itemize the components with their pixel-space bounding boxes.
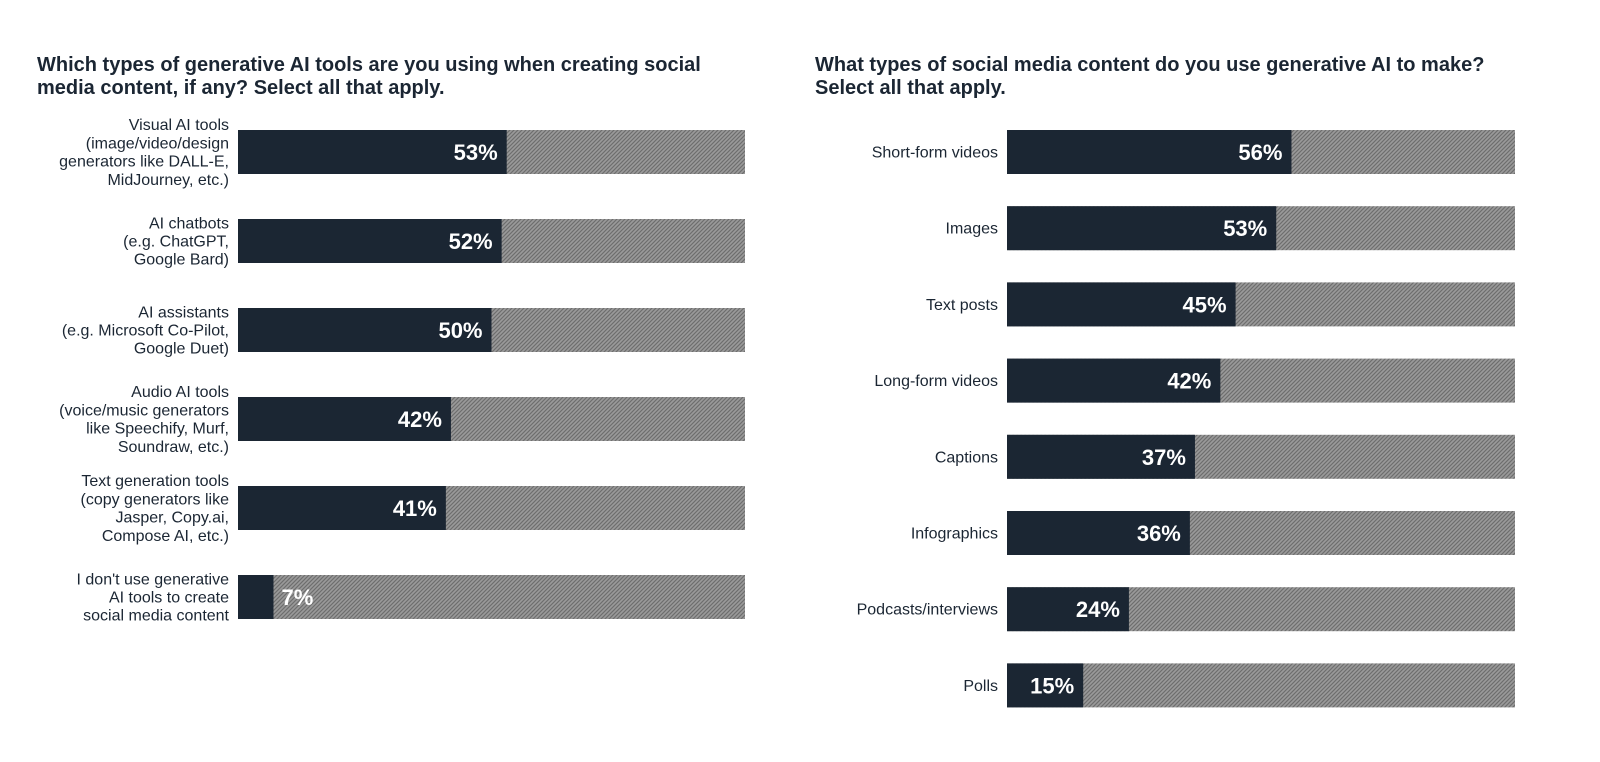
bar (1007, 663, 1084, 708)
bar (238, 308, 492, 352)
category-label-line: (image/video/design (86, 135, 229, 152)
category-label-line: AI assistants (138, 304, 229, 321)
value-label: 56% (1238, 140, 1282, 165)
category-label: Captions (935, 449, 998, 466)
bar-row: 37% Captions (935, 434, 1515, 479)
category-label-line: I don't use generative (77, 571, 230, 588)
category-label-line: Google Bard) (134, 252, 229, 269)
bar-row: 41% Text generation tools (copy generators… (80, 473, 745, 545)
category-label: Text generation tools (copy generators li… (80, 473, 229, 545)
category-label: Polls (963, 678, 998, 695)
bar-row: 53% Visual AI tools (image/video/design gen… (59, 117, 745, 189)
bar (238, 397, 451, 441)
category-label-line: Soundraw, etc.) (118, 439, 229, 456)
category-label-line: AI chatbots (149, 215, 229, 232)
value-label: 24% (1076, 597, 1120, 622)
category-label: Images (946, 221, 998, 238)
value-label: 7% (281, 585, 313, 610)
category-label-line: (e.g. ChatGPT, (123, 234, 229, 251)
value-label: 36% (1137, 521, 1181, 546)
bar-row: 36% Infographics (911, 511, 1515, 555)
category-label: Audio AI tools (voice/music generators lik… (59, 384, 229, 456)
bar-chart-content-types: 56% Short-form videos 53% Images 45% Text pos… (857, 130, 1515, 708)
bar-row: 15% Polls (963, 663, 1515, 708)
category-label-line: Long-form videos (874, 373, 998, 390)
chart-title: What types of social media content do yo… (815, 54, 1485, 99)
bar-row: 45% Text posts (926, 282, 1515, 327)
value-label: 45% (1183, 292, 1227, 317)
bar (238, 219, 502, 263)
category-label: Visual AI tools (image/video/design genera… (59, 117, 229, 189)
category-label-line: (copy generators like (80, 491, 229, 508)
bar-row: 52% AI chatbots (e.g. ChatGPT, Google Bard) (123, 215, 745, 269)
category-label-line: Polls (963, 678, 998, 695)
bar-row: 50% AI assistants (e.g. Microsoft Co-Pilot… (62, 304, 745, 358)
bar (1007, 206, 1277, 251)
bar-row: 24% Podcasts/interviews (857, 587, 1515, 632)
category-label: Infographics (911, 526, 998, 543)
bar (1007, 130, 1292, 174)
value-label: 53% (1223, 216, 1267, 241)
bar (1007, 587, 1129, 632)
category-label-line: Captions (935, 449, 998, 466)
chart-panel-content-types: What types of social media content do yo… (800, 0, 1600, 762)
chart-panel-ai-tools: Which types of generative AI tools are y… (37, 54, 745, 625)
category-label-line: Short-form videos (872, 145, 998, 162)
value-label: 37% (1142, 445, 1186, 470)
category-label-line: social media content (83, 608, 229, 625)
bar-row: 56% Short-form videos (872, 130, 1515, 174)
category-label-line: generators like DALL-E, (59, 154, 229, 171)
value-label: 52% (449, 229, 493, 254)
category-label-line: AI tools to create (109, 590, 229, 607)
category-label-line: Google Duet) (134, 341, 229, 358)
bar (238, 486, 446, 530)
bar (1007, 511, 1190, 555)
bar (1007, 358, 1221, 403)
category-label-line: Jasper, Copy.ai, (115, 510, 229, 527)
category-label-line: MidJourney, etc.) (107, 172, 229, 189)
category-label-line: Visual AI tools (129, 117, 229, 134)
value-label: 42% (398, 407, 442, 432)
bar-row: 42% Audio AI tools (voice/music generators… (59, 384, 745, 456)
chart-title: Which types of generative AI tools are y… (37, 54, 701, 99)
category-label: Short-form videos (872, 145, 998, 162)
category-label-line: Images (946, 221, 998, 238)
bar-remainder (1007, 663, 1515, 708)
category-label-line: (voice/music generators (59, 402, 229, 419)
category-label-line: Audio AI tools (131, 384, 229, 401)
category-label-line: Infographics (911, 526, 998, 543)
category-label-line: Text generation tools (81, 473, 229, 490)
bar (238, 130, 507, 174)
category-label: AI chatbots (e.g. ChatGPT, Google Bard) (123, 215, 229, 268)
bar (1007, 434, 1195, 479)
bar (238, 575, 274, 619)
category-label-line: Compose AI, etc.) (102, 528, 229, 545)
category-label: AI assistants (e.g. Microsoft Co-Pilot, Go… (62, 304, 229, 357)
category-label-line: Podcasts/interviews (857, 602, 998, 619)
bar-chart-ai-tools: 53% Visual AI tools (image/video/design gen… (59, 117, 745, 625)
category-label-line: Text posts (926, 297, 998, 314)
value-label: 50% (438, 318, 482, 343)
value-label: 53% (454, 140, 498, 165)
value-label: 41% (393, 496, 437, 521)
category-label: Text posts (926, 297, 998, 314)
bar-remainder (238, 575, 745, 619)
category-label: Long-form videos (874, 373, 998, 390)
bar (1007, 282, 1236, 327)
bar-row: 7% I don't use generative AI tools to crea… (77, 571, 745, 625)
category-label-line: like Speechify, Murf, (86, 421, 229, 438)
bar-row: 53% Images (946, 206, 1515, 251)
category-label: Podcasts/interviews (857, 602, 998, 619)
value-label: 42% (1167, 369, 1211, 394)
value-label: 15% (1030, 673, 1074, 698)
category-label: I don't use generative AI tools to create… (77, 571, 230, 624)
bar-row: 42% Long-form videos (874, 358, 1515, 403)
category-label-line: (e.g. Microsoft Co-Pilot, (62, 323, 229, 340)
